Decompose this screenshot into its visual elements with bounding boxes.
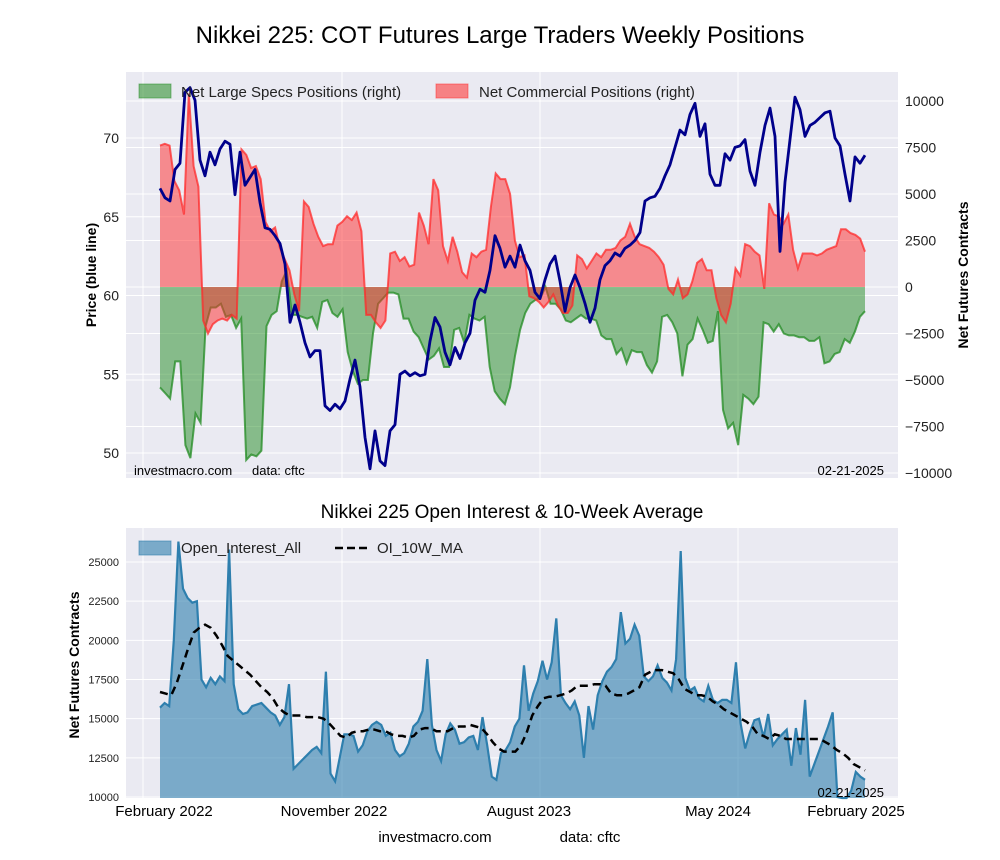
top-right-axis: −10000 −7500 −5000 −2500 0 2500 5000 7500 10000 bbox=[905, 93, 952, 481]
source-note: investmacro.com bbox=[134, 463, 232, 478]
legend-swatch-specs bbox=[138, 83, 172, 99]
x-tick-label: May 2024 bbox=[685, 803, 751, 820]
legend-swatch-commercial bbox=[435, 83, 469, 99]
oi-line bbox=[159, 541, 866, 800]
left-tick-label: 70 bbox=[103, 130, 119, 146]
right-tick-label: −5000 bbox=[905, 372, 945, 388]
chart-title: Nikkei 225: COT Futures Large Traders We… bbox=[195, 22, 805, 49]
bottom-legend: Open_Interest_All OI_10W_MA bbox=[138, 540, 463, 557]
right-tick-label: −2500 bbox=[905, 326, 945, 342]
legend-label-ma: OI_10W_MA bbox=[377, 540, 463, 557]
bottom-tick-label: 20000 bbox=[88, 635, 119, 647]
left-tick-label: 60 bbox=[103, 288, 119, 304]
legend-swatch-oi bbox=[138, 540, 172, 556]
right-tick-label: 5000 bbox=[905, 186, 936, 202]
legend-label-commercial: Net Commercial Positions (right) bbox=[479, 84, 695, 101]
oi-area bbox=[160, 541, 865, 798]
bottom-tick-label: 22500 bbox=[88, 596, 119, 608]
footer-data: data: cftc bbox=[560, 829, 621, 846]
date-note: 02-21-2025 bbox=[818, 463, 885, 478]
bottom-tick-label: 10000 bbox=[88, 792, 119, 804]
x-tick-label: November 2022 bbox=[281, 803, 388, 820]
top-left-axis: 50 55 60 65 70 bbox=[103, 130, 119, 461]
bottom-tick-label: 25000 bbox=[88, 557, 119, 569]
left-tick-label: 65 bbox=[103, 209, 119, 225]
bottom-x-axis: February 2022 November 2022 August 2023 May… bbox=[115, 803, 905, 820]
right-tick-label: 2500 bbox=[905, 233, 936, 249]
bottom-tick-label: 12500 bbox=[88, 753, 119, 765]
bottom-series bbox=[159, 541, 866, 800]
bottom-y-axis: 10000 12500 15000 17500 20000 22500 25000 bbox=[88, 557, 119, 804]
right-tick-label: 10000 bbox=[905, 93, 944, 109]
top-legend: Net Large Specs Positions (right) Net Co… bbox=[138, 83, 695, 101]
x-tick-label: February 2022 bbox=[115, 803, 213, 820]
bottom-date-note: 02-21-2025 bbox=[818, 785, 885, 800]
chart-subtitle: Nikkei 225 Open Interest & 10-Week Avera… bbox=[320, 502, 704, 523]
left-axis-label: Price (blue line) bbox=[83, 223, 99, 327]
right-tick-label: −10000 bbox=[905, 465, 952, 481]
legend-label-specs: Net Large Specs Positions (right) bbox=[181, 84, 401, 101]
x-tick-label: August 2023 bbox=[487, 803, 571, 820]
ma-line bbox=[159, 623, 866, 772]
right-tick-label: −7500 bbox=[905, 419, 945, 435]
footer-source: investmacro.com bbox=[378, 829, 491, 846]
right-axis-label: Net Futures Contracts bbox=[955, 201, 971, 348]
right-tick-label: 7500 bbox=[905, 140, 936, 156]
area-commercial bbox=[160, 93, 865, 334]
x-tick-label: February 2025 bbox=[807, 803, 905, 820]
bottom-tick-label: 17500 bbox=[88, 675, 119, 687]
legend-label-oi: Open_Interest_All bbox=[181, 540, 301, 557]
data-note: data: cftc bbox=[252, 463, 305, 478]
bottom-axis-label: Net Futures Contracts bbox=[66, 591, 82, 738]
bottom-tick-label: 15000 bbox=[88, 714, 119, 726]
price-line bbox=[158, 86, 867, 471]
area-specs bbox=[160, 270, 865, 460]
left-tick-label: 50 bbox=[103, 445, 119, 461]
right-tick-label: 0 bbox=[905, 279, 913, 295]
top-line-series bbox=[158, 86, 867, 471]
left-tick-label: 55 bbox=[103, 366, 119, 382]
line-specs bbox=[159, 266, 866, 463]
